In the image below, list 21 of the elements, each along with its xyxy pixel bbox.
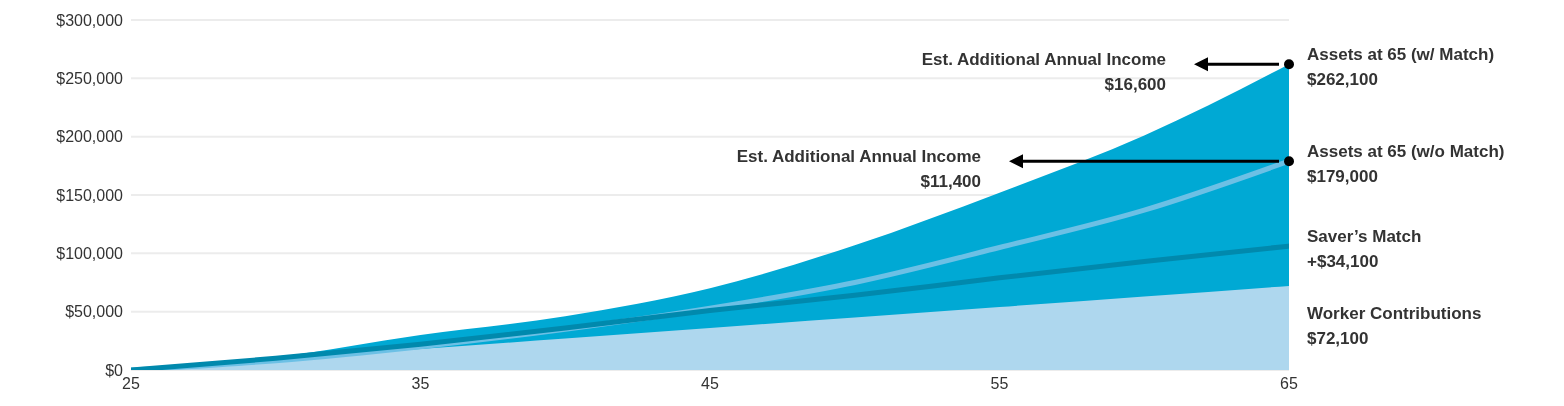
legend-label: Assets at 65 (w/ Match)	[1307, 45, 1495, 65]
y-tick-label: $150,000	[56, 186, 124, 204]
x-tick-label: 35	[411, 375, 430, 393]
annotation: Saver’s Match +$34,100	[1307, 227, 1422, 272]
annotation: Est. Additional Annual Income $11,400	[736, 147, 981, 192]
x-tick-label: 65	[1280, 375, 1298, 393]
y-tick-label: $250,000	[56, 70, 124, 88]
annotation: Est. Additional Annual Income $16,600	[921, 50, 1166, 95]
y-tick-label: $0	[105, 361, 124, 379]
y-tick-label: $200,000	[56, 128, 124, 146]
data-label: $262,100	[1307, 70, 1378, 90]
data-label: $179,000	[1307, 167, 1378, 187]
x-tick-label: 45	[701, 375, 719, 393]
series-label: Assets at 65 (w/o Match)	[1307, 142, 1505, 162]
series-label: Worker Contributions	[1307, 304, 1482, 324]
y-tick-label: $100,000	[56, 245, 124, 263]
data-label: $72,100	[1307, 329, 1369, 349]
x-tick-label: 25	[122, 375, 140, 393]
y-tick-label: $300,000	[56, 11, 124, 29]
x-tick-label: 55	[990, 375, 1009, 393]
y-tick-label: $50,000	[65, 303, 124, 321]
